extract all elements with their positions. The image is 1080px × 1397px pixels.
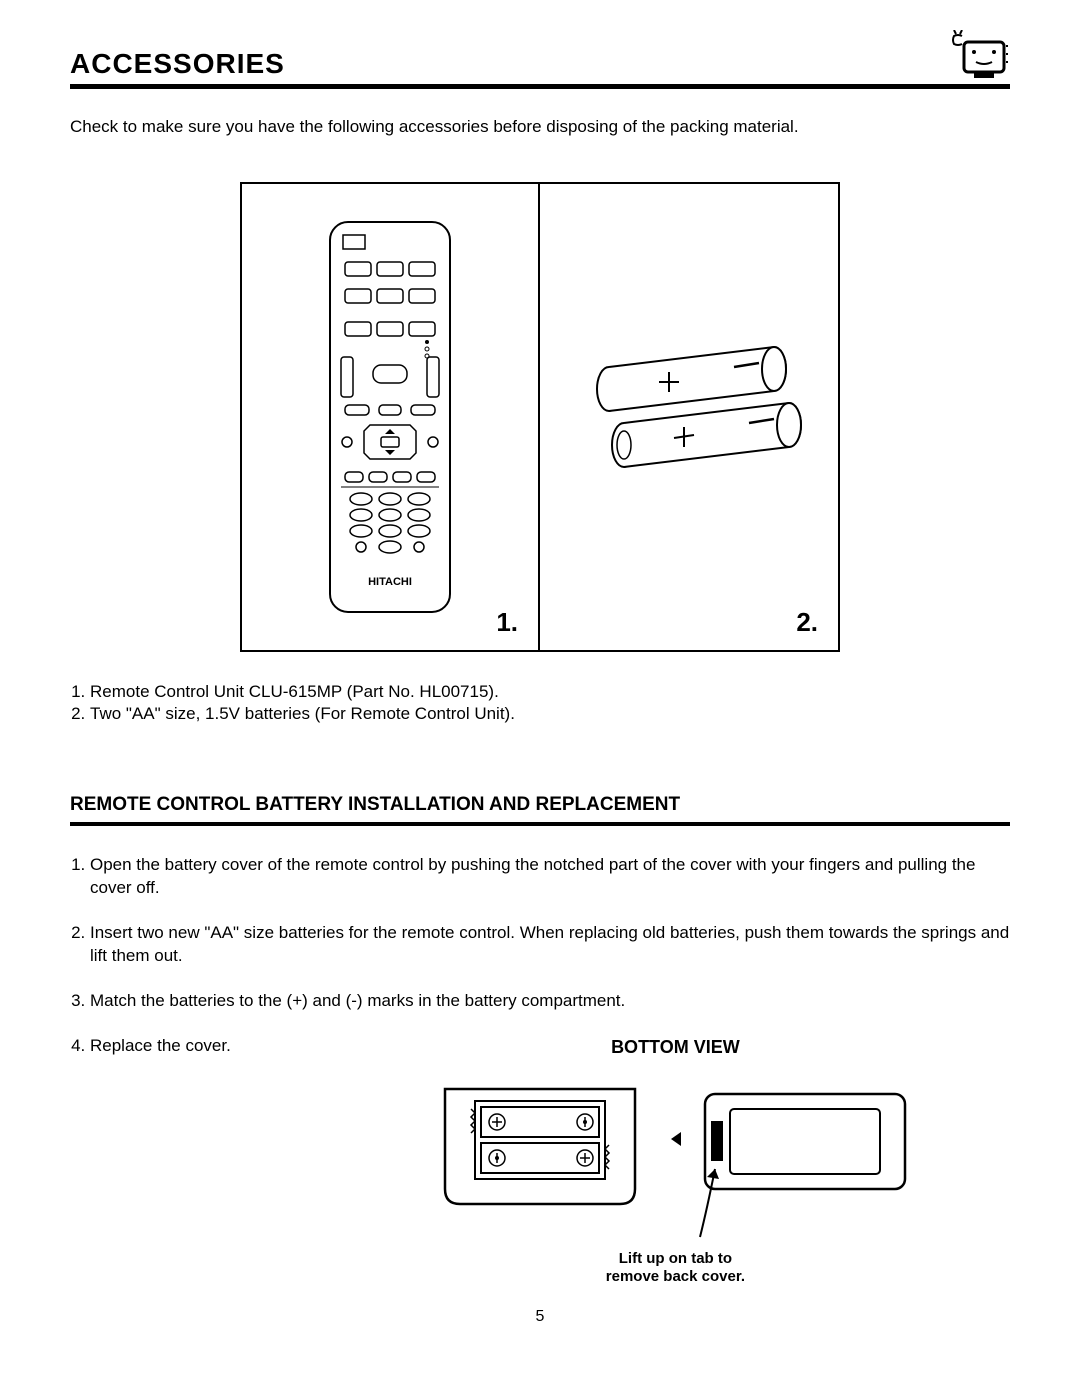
step-4: Replace the cover. BOTTOM VIEW: [90, 1035, 1010, 1286]
figure-number-2: 2.: [796, 607, 818, 638]
step-2: Insert two new "AA" size batteries for t…: [90, 922, 1010, 968]
bottom-view-label: BOTTOM VIEW: [341, 1035, 1010, 1059]
batteries-icon: [564, 327, 814, 507]
intro-text: Check to make sure you have the followin…: [70, 117, 1010, 137]
section-subheading: REMOTE CONTROL BATTERY INSTALLATION AND …: [70, 794, 1010, 826]
page-title: ACCESSORIES: [70, 48, 285, 80]
step-4-text: Replace the cover.: [90, 1035, 231, 1058]
installation-steps: Open the battery cover of the remote con…: [70, 854, 1010, 1286]
lift-caption: Lift up on tab to remove back cover.: [341, 1250, 1010, 1286]
accessory-item-2: Two "AA" size, 1.5V batteries (For Remot…: [90, 704, 1010, 724]
figure-remote: HITACHI 1.: [242, 184, 540, 650]
svg-text:HITACHI: HITACHI: [368, 576, 412, 588]
step-3: Match the batteries to the (+) and (-) m…: [90, 990, 1010, 1013]
remote-control-icon: HITACHI: [325, 217, 455, 617]
accessories-figure: HITACHI 1.: [70, 182, 1010, 652]
tv-logo-icon: [950, 30, 1010, 80]
figure-batteries: 2.: [540, 184, 838, 650]
bottom-view-diagram: [435, 1069, 915, 1239]
figure-number-1: 1.: [496, 607, 518, 638]
accessory-item-1: Remote Control Unit CLU-615MP (Part No. …: [90, 682, 1010, 702]
header: ACCESSORIES: [70, 30, 1010, 89]
accessories-list: Remote Control Unit CLU-615MP (Part No. …: [70, 682, 1010, 724]
step-1: Open the battery cover of the remote con…: [90, 854, 1010, 900]
page-number: 5: [70, 1308, 1010, 1326]
